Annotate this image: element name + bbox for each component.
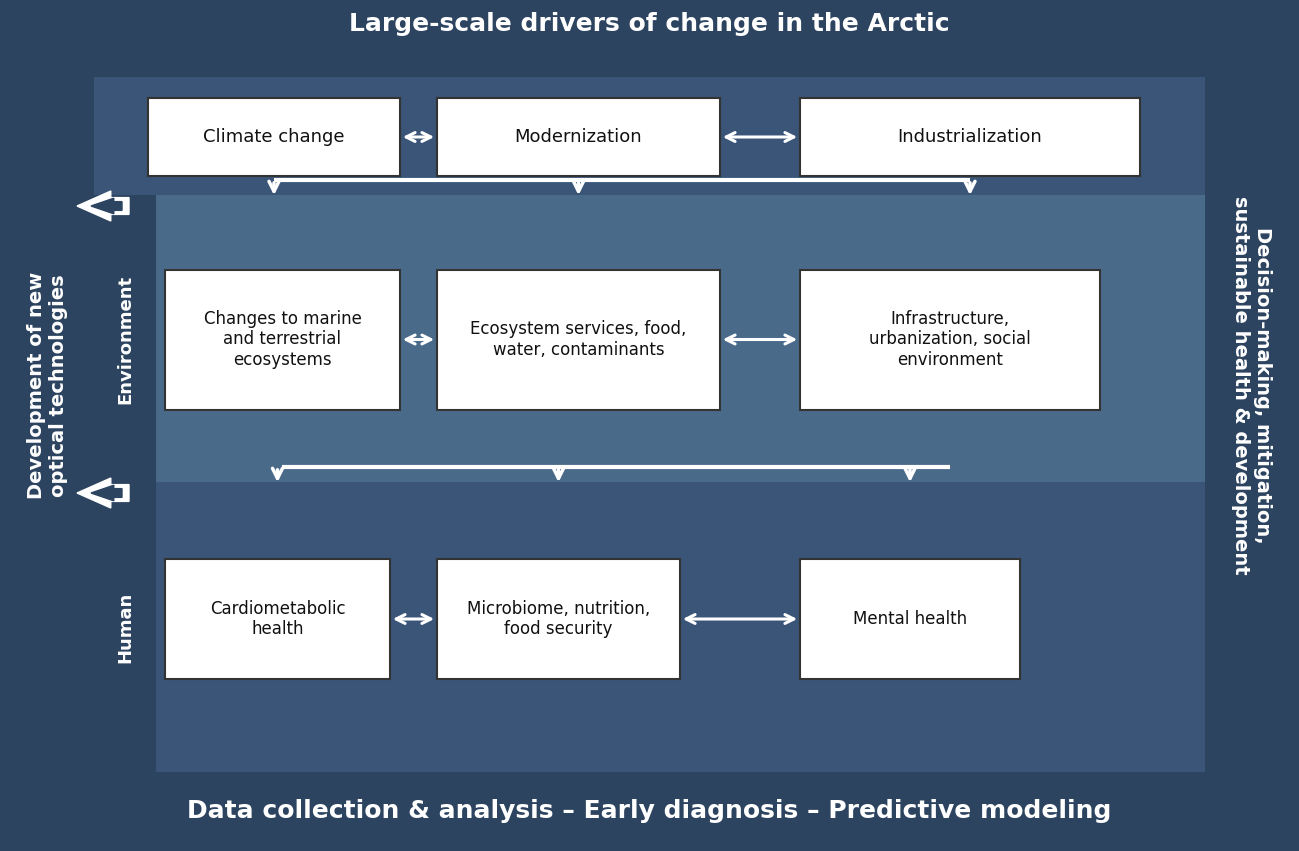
Bar — [95, 196, 155, 483]
Text: Large-scale drivers of change in the Arctic: Large-scale drivers of change in the Arc… — [349, 12, 950, 36]
Text: Human: Human — [116, 591, 134, 663]
Bar — [800, 559, 1020, 679]
Bar — [165, 559, 390, 679]
Bar — [436, 270, 720, 409]
Bar — [95, 483, 1204, 771]
Bar — [800, 98, 1141, 176]
Bar — [0, 0, 95, 771]
Polygon shape — [91, 198, 122, 214]
Bar — [95, 196, 1204, 483]
Text: Ecosystem services, food,
water, contaminants: Ecosystem services, food, water, contami… — [470, 320, 687, 359]
Text: Infrastructure,
urbanization, social
environment: Infrastructure, urbanization, social env… — [869, 310, 1031, 369]
Bar — [148, 98, 400, 176]
Bar — [95, 0, 1204, 771]
Text: Microbiome, nutrition,
food security: Microbiome, nutrition, food security — [466, 600, 650, 638]
Text: Development of new
optical technologies: Development of new optical technologies — [27, 271, 68, 500]
Text: Climate change: Climate change — [203, 128, 344, 146]
Bar — [95, 483, 155, 771]
Text: Environment: Environment — [116, 275, 134, 404]
Polygon shape — [77, 478, 129, 508]
Bar — [95, 0, 1204, 48]
Bar — [95, 78, 1204, 196]
Bar — [165, 270, 400, 409]
Text: Decision-making, mitigation,
sustainable health & development: Decision-making, mitigation, sustainable… — [1231, 197, 1272, 574]
Text: Cardiometabolic
health: Cardiometabolic health — [209, 600, 346, 638]
Bar — [1204, 0, 1299, 771]
Text: Changes to marine
and terrestrial
ecosystems: Changes to marine and terrestrial ecosys… — [204, 310, 361, 369]
Text: Industrialization: Industrialization — [898, 128, 1042, 146]
Bar — [800, 270, 1100, 409]
Bar — [436, 98, 720, 176]
Text: Modernization: Modernization — [514, 128, 642, 146]
Polygon shape — [91, 485, 122, 500]
Bar — [436, 559, 679, 679]
Polygon shape — [77, 191, 129, 221]
Text: Data collection & analysis – Early diagnosis – Predictive modeling: Data collection & analysis – Early diagn… — [187, 799, 1112, 823]
Text: Mental health: Mental health — [853, 610, 966, 628]
Bar — [0, 771, 1299, 851]
